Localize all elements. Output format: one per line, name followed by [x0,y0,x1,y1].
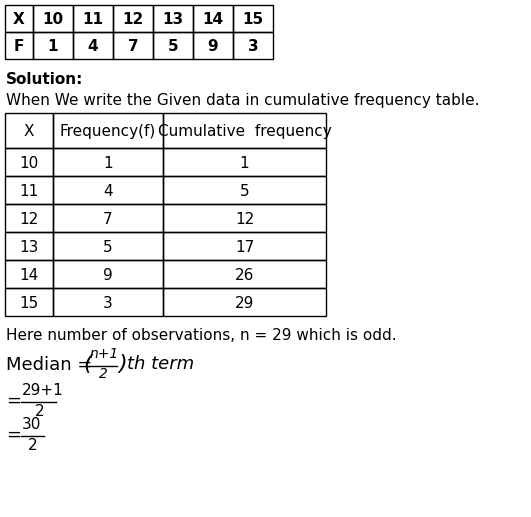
Text: 3: 3 [103,296,113,311]
Bar [5,204,53,232]
Text: 13: 13 [19,239,39,254]
Text: =: = [6,392,21,410]
Text: 2: 2 [28,438,38,453]
Text: Solution:: Solution: [6,72,83,87]
Text: 3: 3 [247,39,258,54]
Text: (: ( [83,354,92,374]
Text: 10: 10 [19,156,39,171]
Text: 9: 9 [208,39,218,54]
Text: 12: 12 [19,211,39,226]
Text: 13: 13 [162,12,184,27]
Text: 29: 29 [235,296,254,311]
Bar [163,113,326,148]
Text: Frequency(f): Frequency(f) [60,124,156,139]
Bar [5,288,53,316]
Bar [153,5,193,32]
Text: 15: 15 [19,296,39,311]
Bar [53,232,163,260]
Text: 5: 5 [168,39,178,54]
Text: 4: 4 [103,184,113,199]
Bar [73,5,113,32]
Text: 7: 7 [127,39,138,54]
Bar [163,288,326,316]
Bar [193,32,233,59]
Bar [53,288,163,316]
Bar [53,148,163,176]
Text: 30: 30 [22,417,41,432]
Text: When We write the Given data in cumulative frequency table.: When We write the Given data in cumulati… [6,93,479,108]
Text: 15: 15 [243,12,263,27]
Text: 4: 4 [88,39,98,54]
Bar [5,260,53,288]
Bar [5,176,53,204]
Bar [5,232,53,260]
Bar [33,32,73,59]
Text: 5: 5 [239,184,250,199]
Text: X: X [13,12,25,27]
Text: 14: 14 [202,12,224,27]
Text: 26: 26 [235,267,254,282]
Text: =: = [6,426,21,444]
Bar [53,176,163,204]
Text: 12: 12 [122,12,143,27]
Bar [5,148,53,176]
Bar [5,5,33,32]
Text: 11: 11 [82,12,104,27]
Text: 1: 1 [103,156,113,171]
Bar [53,113,163,148]
Text: 17: 17 [235,239,254,254]
Text: 1: 1 [48,39,58,54]
Text: 10: 10 [42,12,64,27]
Text: n+1: n+1 [90,347,119,361]
Bar [53,204,163,232]
Text: 9: 9 [103,267,113,282]
Bar [113,32,153,59]
Text: Cumulative  frequency: Cumulative frequency [158,124,331,139]
Bar [53,260,163,288]
Bar [5,32,33,59]
Text: th term: th term [127,355,194,373]
Text: ): ) [118,354,126,374]
Bar [163,176,326,204]
Bar [33,5,73,32]
Bar [5,113,53,148]
Text: 1: 1 [239,156,250,171]
Bar [193,5,233,32]
Bar [233,5,273,32]
Bar [163,148,326,176]
Text: 12: 12 [235,211,254,226]
Text: 5: 5 [103,239,113,254]
Text: 29+1: 29+1 [22,383,64,398]
Text: X: X [24,124,35,139]
Text: Median =: Median = [6,356,98,374]
Bar [163,204,326,232]
Text: 14: 14 [19,267,39,282]
Bar [73,32,113,59]
Bar [113,5,153,32]
Text: Here number of observations, n = 29 which is odd.: Here number of observations, n = 29 whic… [6,328,397,343]
Text: 2: 2 [35,404,45,419]
Bar [163,260,326,288]
Text: 2: 2 [99,367,108,381]
Bar [153,32,193,59]
Text: 11: 11 [19,184,39,199]
Bar [163,232,326,260]
Bar [233,32,273,59]
Text: 7: 7 [103,211,113,226]
Text: F: F [14,39,24,54]
